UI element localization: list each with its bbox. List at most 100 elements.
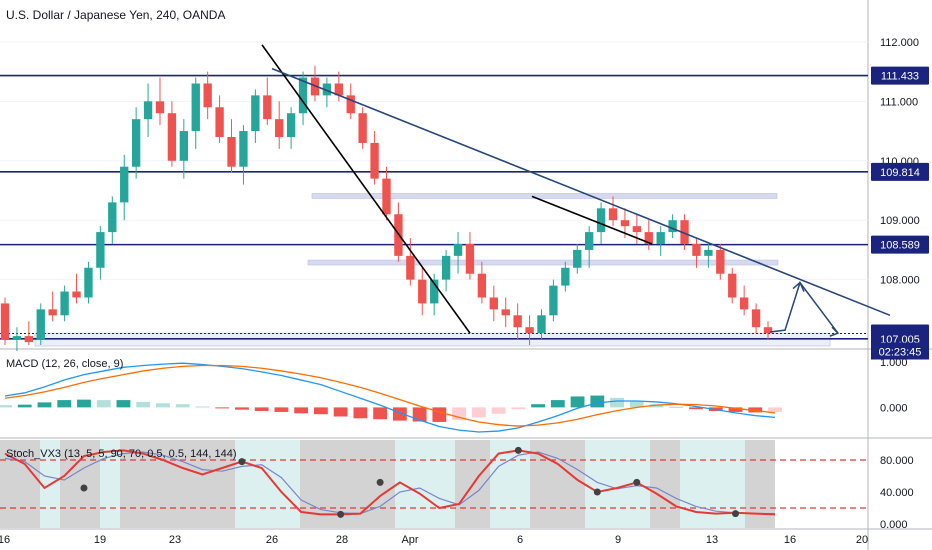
x-tick-label: 13 bbox=[706, 534, 718, 546]
macd-line bbox=[4, 362, 776, 433]
macd-histogram-bar bbox=[689, 407, 703, 410]
level-label-bg bbox=[871, 235, 929, 254]
candle-body bbox=[430, 279, 439, 304]
trendline bbox=[271, 67, 891, 317]
candle-body bbox=[263, 95, 272, 120]
macd-histogram-bar bbox=[0, 405, 12, 408]
macd-histogram-bar bbox=[96, 400, 111, 408]
candle-body bbox=[620, 220, 630, 227]
macd-histogram-bar bbox=[649, 404, 664, 408]
candle-body bbox=[477, 273, 487, 298]
stoch-marker bbox=[633, 478, 641, 486]
candle-body bbox=[120, 166, 129, 203]
candle-body bbox=[418, 279, 427, 304]
candle-body bbox=[441, 255, 451, 280]
macd-histogram-bar bbox=[353, 407, 368, 419]
macd-histogram-bar bbox=[136, 401, 151, 408]
macd-histogram-bar bbox=[116, 400, 131, 408]
macd-histogram-bar bbox=[748, 407, 763, 413]
candle-body bbox=[608, 208, 618, 221]
macd-histogram-bar bbox=[412, 407, 427, 422]
price-tick-label: 111.000 bbox=[880, 96, 918, 108]
stoch-region bbox=[490, 440, 530, 528]
candle-body bbox=[334, 83, 343, 96]
stoch-region bbox=[120, 440, 145, 528]
macd-histogram-bar bbox=[570, 396, 585, 408]
candle-body bbox=[227, 136, 236, 167]
candle-body bbox=[561, 267, 570, 286]
candle-body bbox=[656, 232, 665, 244]
macd-histogram-bar bbox=[274, 407, 289, 412]
x-tick-label: 20 bbox=[856, 534, 868, 546]
countdown-bg bbox=[871, 342, 929, 360]
macd-histogram-bar bbox=[37, 402, 52, 408]
stoch-region bbox=[650, 440, 680, 528]
price-tick-label: 108.000 bbox=[880, 275, 920, 287]
candle-body bbox=[382, 178, 391, 215]
stoch-marker bbox=[238, 458, 246, 466]
stoch-marker bbox=[376, 478, 384, 486]
candle-body bbox=[644, 232, 653, 244]
candle-body bbox=[346, 95, 355, 114]
candle-body bbox=[465, 243, 475, 274]
stoch-marker bbox=[337, 510, 345, 518]
x-tick-label: 19 bbox=[94, 534, 106, 546]
candle-body bbox=[573, 249, 582, 268]
macd-histogram-bar bbox=[333, 407, 348, 417]
macd-histogram-bar bbox=[610, 397, 624, 408]
x-tick-label: Apr bbox=[401, 534, 418, 546]
candle-body bbox=[239, 131, 248, 167]
candle-body bbox=[203, 83, 212, 108]
candle-body bbox=[406, 255, 415, 280]
candle-body bbox=[191, 83, 200, 132]
macd-histogram-bar bbox=[254, 407, 269, 412]
macd-histogram-bar bbox=[195, 406, 210, 408]
candle-body bbox=[215, 107, 224, 137]
stoch-k-line bbox=[4, 449, 776, 516]
projection-arrow-head bbox=[829, 326, 840, 337]
projection-arrow-head bbox=[792, 281, 805, 292]
stoch-region bbox=[395, 440, 455, 528]
x-tick-label: 16 bbox=[0, 534, 10, 546]
macd-histogram-bar bbox=[77, 399, 91, 408]
candle-body bbox=[298, 77, 308, 114]
price-tick-label: 109.000 bbox=[880, 215, 920, 227]
macd-histogram-bar bbox=[392, 407, 407, 421]
stoch-label: Stoch_VX3 (13, 5, 5, 90, 70, 0.5, 0.5, 1… bbox=[6, 448, 237, 460]
candle-body bbox=[739, 297, 749, 310]
candle-body bbox=[537, 315, 546, 334]
stoch-tick-label: 40.000 bbox=[880, 487, 914, 499]
level-label: 108.589 bbox=[880, 240, 920, 252]
candle-body bbox=[489, 297, 498, 310]
trendline bbox=[261, 44, 471, 334]
macd-histogram-bar bbox=[156, 403, 170, 408]
macd-histogram-bar bbox=[432, 407, 447, 422]
resistance-zone bbox=[311, 193, 778, 199]
candle-body bbox=[704, 249, 713, 256]
candle-body bbox=[72, 291, 81, 298]
candle-body bbox=[680, 220, 689, 244]
macd-histogram-bar bbox=[491, 407, 506, 414]
candle-body bbox=[131, 119, 141, 167]
x-tick-label: 23 bbox=[169, 534, 181, 546]
projection-path bbox=[769, 281, 839, 334]
candle-body bbox=[751, 309, 761, 328]
candle-body bbox=[358, 113, 367, 143]
candle-body bbox=[84, 267, 93, 298]
macd-histogram-bar bbox=[215, 407, 230, 409]
candle-body bbox=[36, 309, 45, 340]
stoch-tick-label: 80.000 bbox=[880, 455, 914, 467]
candle-body bbox=[716, 249, 725, 274]
macd-histogram-bar bbox=[17, 404, 32, 408]
candle-body bbox=[0, 303, 10, 340]
resistance-zone bbox=[307, 259, 779, 266]
stoch-marker bbox=[593, 488, 601, 496]
macd-histogram-bar bbox=[471, 407, 486, 418]
candle-body bbox=[167, 113, 177, 161]
level-label-bg bbox=[871, 66, 929, 85]
macd-histogram-bar bbox=[313, 407, 328, 415]
macd-label: MACD (12, 26, close, 9) bbox=[6, 358, 124, 370]
x-tick-label: 26 bbox=[266, 534, 278, 546]
